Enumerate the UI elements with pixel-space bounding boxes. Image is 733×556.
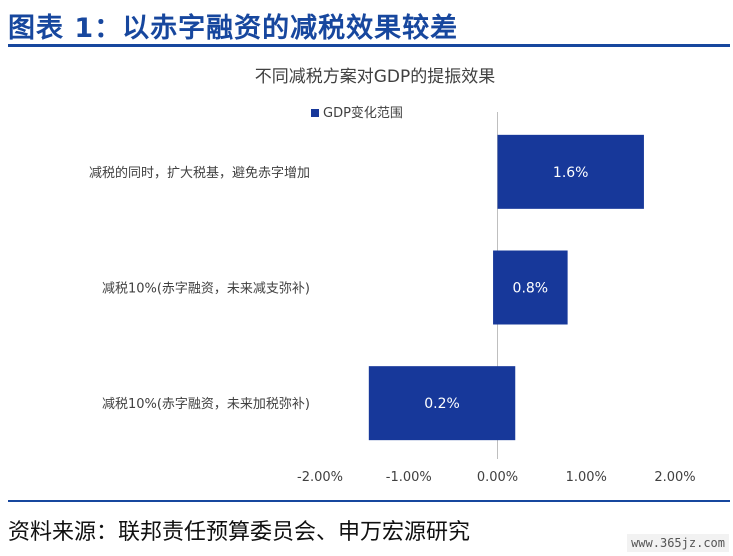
range-bar-chart: 不同减税方案对GDP的提振效果 GDP变化范围 -2.00% -1.00% 0.00… [89,67,696,485]
category-label: 减税10%(赤字融资，未来减支弥补) [102,281,310,297]
range-bar-rect [493,250,568,325]
x-axis: -2.00% -1.00% 0.00% 1.00% 2.00% [297,112,696,485]
range-bar: 1.6% [497,134,644,209]
range-bar: 0.2% [368,366,516,441]
range-bar: 0.8% [493,250,568,325]
x-tick-label: 1.00% [566,470,607,485]
bar-value-label: 0.8% [513,281,549,297]
chart-area: 不同减税方案对GDP的提振效果 GDP变化范围 -2.00% -1.00% 0.00… [0,52,733,500]
source-note: 资料来源：联邦责任预算委员会、申万宏源研究 [8,520,471,545]
bar-value-label: 0.2% [424,396,460,412]
range-bar-rect [497,134,644,209]
chart-title: 不同减税方案对GDP的提振效果 [255,67,496,87]
bars: 1.6% 0.8% 0.2% [368,134,644,441]
x-tick-label: -1.00% [386,470,432,485]
header-divider [8,44,730,47]
figure-title: 图表 1：以赤字融资的减税效果较差 [8,13,459,44]
range-bar-rect [368,366,516,441]
legend-swatch [311,109,319,117]
category-label: 减税10%(赤字融资，未来加税弥补) [102,396,310,412]
x-tick-label: 0.00% [477,470,518,485]
x-tick-label: 2.00% [654,470,695,485]
category-label: 减税的同时，扩大税基，避免赤字增加 [89,165,310,181]
footer-divider [8,500,730,502]
watermark: www.365jz.com [627,534,729,552]
x-tick-label: -2.00% [297,470,343,485]
bar-value-label: 1.6% [553,165,589,181]
figure-header: 图表 1：以赤字融资的减税效果较差 [0,0,733,47]
legend-label: GDP变化范围 [323,105,403,121]
